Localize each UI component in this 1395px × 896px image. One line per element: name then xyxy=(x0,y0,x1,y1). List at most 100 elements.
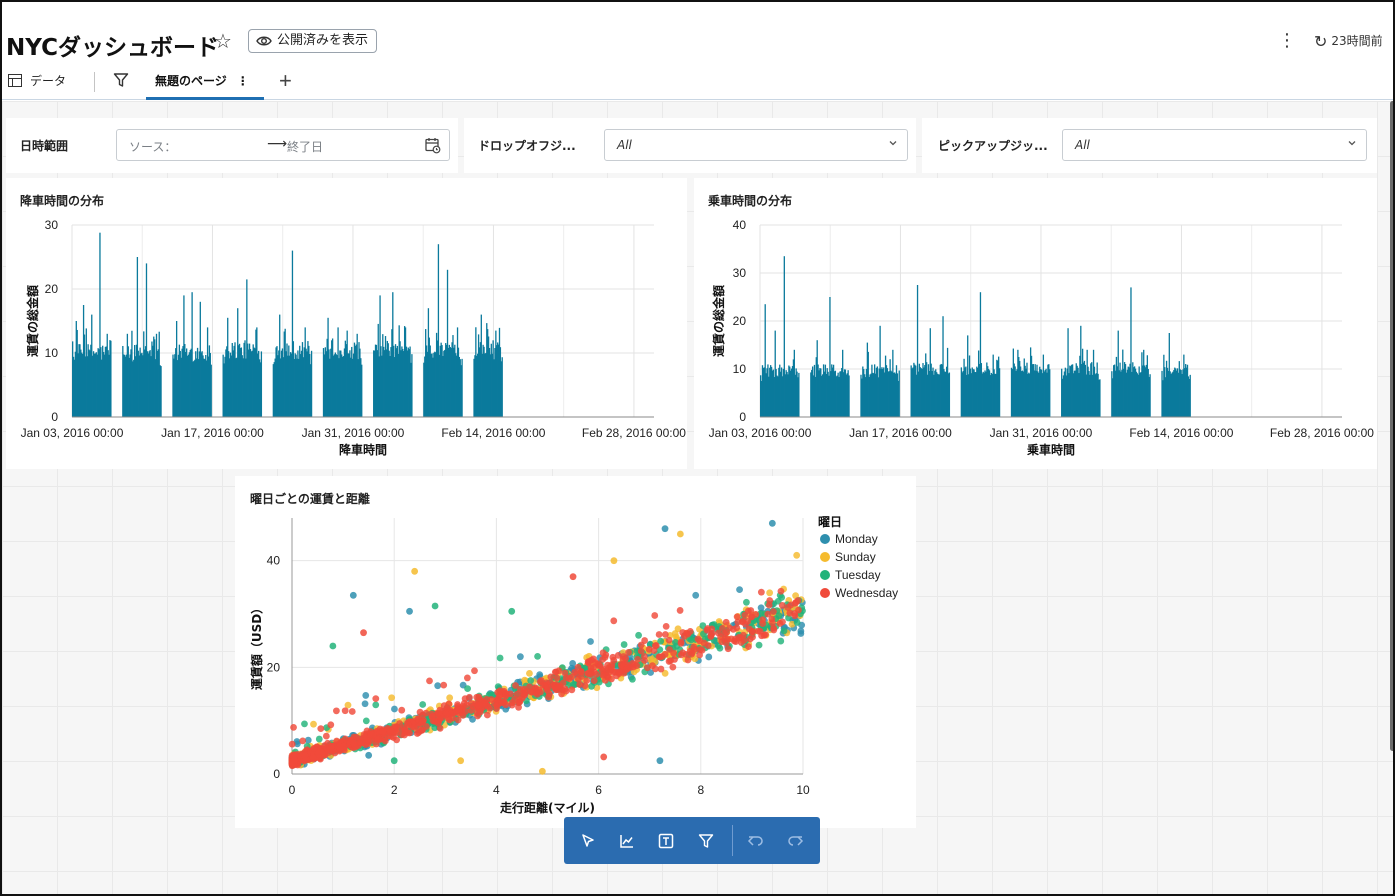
histogram-bar xyxy=(975,372,977,417)
scatter-point xyxy=(317,725,325,733)
histogram-bar xyxy=(792,359,795,417)
histogram-bar xyxy=(1012,348,1014,417)
histogram-bar xyxy=(840,371,842,417)
histogram-bar xyxy=(1021,370,1024,417)
histogram-bar xyxy=(1023,358,1025,417)
histogram-bar xyxy=(834,370,837,417)
scatter-point xyxy=(553,674,561,682)
legend-entry: Wednesday xyxy=(835,586,898,600)
favorite-star-icon[interactable]: ☆ xyxy=(214,31,232,53)
histogram-bar xyxy=(143,331,145,417)
histogram-bar xyxy=(160,366,162,417)
histogram-bar xyxy=(72,356,75,417)
histogram-bar xyxy=(102,351,105,417)
scatter-point xyxy=(411,567,419,575)
scatter-point xyxy=(301,752,309,760)
histogram-bar xyxy=(888,371,890,417)
histogram-bar xyxy=(1167,370,1170,417)
scatter-point xyxy=(741,611,749,619)
histogram-bar xyxy=(1039,369,1042,417)
scatter-point xyxy=(610,617,618,625)
tab-data[interactable]: データ xyxy=(8,72,66,89)
histogram-bar xyxy=(132,361,134,417)
histogram-bar xyxy=(948,372,951,417)
histogram-bar xyxy=(256,327,258,417)
scatter-point xyxy=(641,637,649,644)
pickup-histogram-card[interactable]: 乗車時間の分布 Jan 03, 2016 00:00 Jan 17, 2016 0… xyxy=(694,178,1377,469)
scatter-point xyxy=(637,647,645,655)
histogram-bar xyxy=(844,369,847,417)
dropoff-histogram-chart[interactable]: Jan 03, 2016 00:00 Jan 17, 2016 00:00 Jan … xyxy=(6,178,687,469)
histogram-bar xyxy=(1148,376,1150,417)
histogram-bar xyxy=(916,285,919,417)
select-tool-button[interactable] xyxy=(569,817,607,864)
table-icon xyxy=(8,74,22,87)
refresh-button[interactable]: ↻ 23時間前 xyxy=(1314,32,1383,51)
histogram-bar xyxy=(842,372,845,417)
histogram-bar xyxy=(436,340,439,417)
date-range-input[interactable]: ソース： ⟶ 終了日 xyxy=(116,129,450,161)
histogram-bar xyxy=(788,365,790,417)
histogram-bar xyxy=(873,364,876,417)
histogram-bar xyxy=(494,348,496,417)
histogram-bar xyxy=(846,373,848,417)
add-chart-button[interactable] xyxy=(608,817,646,864)
histogram-bar xyxy=(473,358,475,417)
histogram-bar xyxy=(1036,364,1038,417)
x-axis-title: 降車時間 xyxy=(339,442,387,457)
histogram-bar xyxy=(439,345,441,417)
histogram-bar xyxy=(1087,366,1089,417)
histogram-bar xyxy=(780,367,783,417)
histogram-bar xyxy=(967,374,970,417)
histogram-bar xyxy=(230,355,233,417)
histogram-bar xyxy=(1049,369,1051,417)
scatter-point xyxy=(571,681,579,688)
histogram-bar xyxy=(310,364,312,417)
undo-button[interactable] xyxy=(737,817,775,864)
scatter-point xyxy=(661,669,669,677)
histogram-bar xyxy=(449,346,451,417)
add-text-button[interactable] xyxy=(647,817,685,864)
histogram-bar xyxy=(835,376,837,417)
calendar-icon[interactable] xyxy=(425,137,441,154)
histogram-bar xyxy=(1136,373,1138,417)
pickup-histogram-chart[interactable]: Jan 03, 2016 00:00 Jan 17, 2016 00:00 Jan … xyxy=(694,178,1377,469)
histogram-bar xyxy=(329,358,331,417)
scatter-point xyxy=(469,715,476,723)
histogram-bar xyxy=(147,353,149,417)
page-tabs: データ 無題のページ ⋮ + xyxy=(2,66,1393,100)
histogram-bar xyxy=(484,353,486,417)
view-published-button[interactable]: 公開済みを表示 xyxy=(248,29,378,53)
scatter-point xyxy=(593,684,601,692)
histogram-bar xyxy=(845,374,847,417)
histogram-bar xyxy=(386,340,388,417)
histogram-bar xyxy=(309,354,311,417)
fare-distance-scatter-card[interactable]: 曜日ごとの運賃と距離 0 2 4 6 8 10 0 20 40 走行距離(マイル) 運賃額（USD）… xyxy=(235,476,916,828)
histogram-bar xyxy=(335,354,337,417)
histogram-bar xyxy=(455,353,457,417)
histogram-bar xyxy=(225,349,227,417)
histogram-bar xyxy=(981,373,983,417)
histogram-bar xyxy=(917,371,920,417)
add-page-icon[interactable]: + xyxy=(279,68,292,93)
filter-tab-button[interactable] xyxy=(113,72,129,93)
histogram-bar xyxy=(497,342,499,417)
dropoff-histogram-card[interactable]: 降車時間の分布 Jan 03, 2016 00:00 Jan 17, 2016 0… xyxy=(6,178,687,469)
page-menu-icon[interactable]: ⋮ xyxy=(236,74,249,88)
redo-button[interactable] xyxy=(776,817,814,864)
histogram-bar xyxy=(848,375,850,417)
histogram-bar xyxy=(82,354,84,417)
histogram-bar xyxy=(348,353,350,417)
fare-distance-scatter-chart[interactable]: 0 2 4 6 8 10 0 20 40 走行距離(マイル) 運賃額（USD） 曜日 Monday Sun… xyxy=(235,476,916,828)
scatter-point xyxy=(585,670,592,677)
vertical-scrollbar[interactable] xyxy=(1390,101,1393,751)
dropoff-select[interactable]: All xyxy=(604,129,908,161)
more-options-icon[interactable]: ⋮ xyxy=(1278,30,1296,50)
histogram-bar xyxy=(1183,354,1185,417)
histogram-bar xyxy=(451,342,453,417)
histogram-bar xyxy=(833,371,836,417)
pickup-select[interactable]: All xyxy=(1062,129,1367,161)
scatter-point xyxy=(547,673,555,681)
add-filter-button[interactable] xyxy=(687,817,725,864)
tab-untitled-page[interactable]: 無題のページ ⋮ xyxy=(146,66,264,100)
